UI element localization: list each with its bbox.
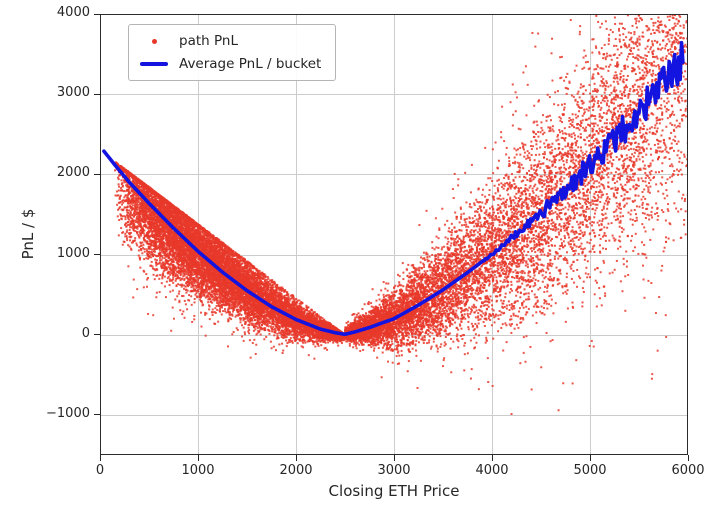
plot-area-canvas: [100, 14, 688, 455]
y-tick-mark: [94, 13, 100, 15]
x-tick-mark: [197, 455, 199, 461]
legend-label-average-pnl: Average PnL / bucket: [179, 56, 322, 72]
y-tick-mark: [94, 334, 100, 336]
x-tick-mark: [393, 455, 395, 461]
x-tick-label: 0: [95, 463, 105, 478]
x-tick-mark: [295, 455, 297, 461]
y-tick-label: 3000: [56, 85, 90, 101]
x-tick-label: 4000: [475, 463, 509, 478]
legend-item-average-pnl: Average PnL / bucket: [139, 56, 321, 72]
line-swatch-icon: [139, 62, 169, 66]
x-tick-mark: [589, 455, 591, 461]
x-tick-mark: [491, 455, 493, 461]
y-tick-label: 4000: [56, 5, 90, 20]
y-tick-label: −1000: [46, 405, 90, 421]
y-tick-label: 0: [81, 325, 90, 341]
x-tick-label: 5000: [573, 463, 607, 478]
y-tick-mark: [94, 93, 100, 95]
x-tick-label: 2000: [279, 463, 313, 478]
y-tick-label: 2000: [56, 165, 90, 181]
x-tick-mark: [99, 455, 101, 461]
x-tick-label: 3000: [377, 463, 411, 478]
y-tick-mark: [94, 254, 100, 256]
x-tick-mark: [687, 455, 689, 461]
y-tick-mark: [94, 414, 100, 416]
legend-label-path-pnl: path PnL: [179, 33, 238, 49]
legend-item-path-pnl: path PnL: [139, 33, 321, 49]
y-tick-mark: [94, 173, 100, 175]
x-tick-label: 1000: [181, 463, 215, 478]
scatter-marker-icon: [139, 38, 169, 44]
y-tick-label: 1000: [56, 245, 90, 261]
legend: path PnL Average PnL / bucket: [128, 24, 337, 81]
x-tick-label: 6000: [671, 463, 705, 478]
x-axis-label: Closing ETH Price: [328, 482, 460, 500]
